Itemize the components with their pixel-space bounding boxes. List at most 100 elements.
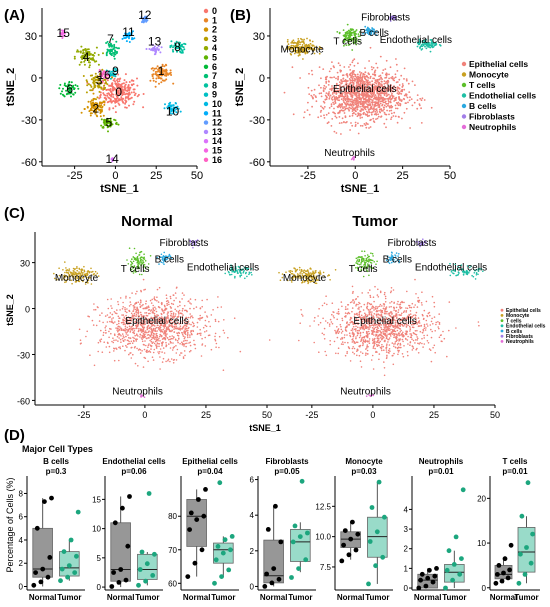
endothelial-point-normal (230, 273, 233, 276)
legend-dot-tcells (461, 82, 467, 88)
tcells-point-normal (126, 259, 128, 261)
celltype-label-tcells-normal: T cells (121, 264, 150, 275)
cluster-0-point (112, 93, 115, 96)
cluster-3-point (91, 74, 94, 77)
epithelial-point-tumor (397, 300, 399, 303)
cluster-6-point (63, 82, 66, 85)
cluster-4-point (80, 56, 83, 59)
epithelial-point-normal (116, 323, 118, 326)
legend-dot-cluster-1 (203, 18, 209, 23)
epithelial-point (363, 75, 366, 78)
cluster-0-point (116, 80, 119, 83)
cluster-0-point (117, 98, 120, 101)
epithelial-point-normal (124, 331, 127, 333)
cluster-3-point (92, 81, 95, 84)
cluster-1-point (154, 80, 157, 83)
epithelial-point-normal (174, 292, 177, 294)
cluster-4-point (83, 63, 86, 66)
cluster-3-point (104, 79, 107, 81)
epithelial-point (354, 124, 357, 126)
x-tick-label: -25 (67, 170, 83, 182)
epithelial-point-tumor (366, 344, 369, 346)
epithelial-point-normal (149, 344, 152, 347)
epithelial-point (367, 76, 370, 79)
epithelial-point-normal (131, 342, 134, 345)
epithelial-point-normal (114, 321, 116, 323)
epithelial-point (369, 103, 372, 106)
epithelial-point-normal (133, 346, 136, 349)
epithelial-point (352, 71, 355, 74)
epithelial-point-normal (142, 343, 145, 346)
cluster-3-point (99, 79, 101, 82)
legend-dot-cluster-13 (203, 129, 209, 135)
epithelial-point-normal (99, 314, 101, 317)
epithelial-point (361, 109, 364, 111)
celltype-label-bcells: B cells (359, 28, 388, 39)
epithelial-point (365, 114, 367, 116)
epithelial-point-normal (170, 307, 173, 309)
epithelial-point (344, 95, 347, 98)
epithelial-point (370, 113, 373, 116)
cluster-10-point (163, 107, 166, 110)
epithelial-point-normal (156, 334, 158, 337)
monocyte-point (301, 40, 304, 43)
cluster-1-point (158, 82, 160, 85)
epithelial-point-tumor (355, 337, 357, 340)
cluster-4-point (87, 59, 90, 62)
epithelial-point-normal (147, 309, 150, 311)
epithelial-point-normal (139, 349, 142, 351)
epithelial-point-normal (144, 331, 146, 334)
epithelial-point (338, 111, 341, 113)
epithelial-point (390, 109, 393, 112)
epithelial-point-tumor (362, 331, 365, 334)
epithelial-point (381, 104, 383, 107)
y-tick-label: 30 (253, 31, 265, 43)
epithelial-point-normal (151, 356, 154, 359)
epithelial-point-normal (186, 339, 188, 342)
monocyte-point-normal (76, 267, 78, 270)
epithelial-point-normal (184, 328, 186, 331)
epithelial-point-normal (168, 303, 170, 306)
epithelial-point-normal (156, 342, 159, 344)
legend-label-cluster-16: 16 (212, 155, 222, 165)
cluster-5-point (102, 121, 105, 124)
cluster-5-point (114, 119, 117, 122)
cluster-1-point (163, 65, 166, 68)
cluster-6-point (58, 87, 61, 90)
epithelial-point-tumor (345, 330, 348, 332)
cluster-3-point (90, 85, 93, 88)
epithelial-point-normal (159, 340, 161, 342)
epithelial-point (351, 114, 354, 117)
epithelial-point-normal (188, 350, 191, 353)
cluster-3-point (94, 75, 97, 78)
cluster-0-point (114, 111, 117, 114)
cluster-13-point (157, 49, 160, 52)
cluster-label-13: 13 (148, 35, 162, 49)
epithelial-point (351, 79, 353, 82)
epithelial-point-tumor (438, 313, 441, 315)
epithelial-point (351, 110, 354, 112)
epithelial-point-normal (143, 333, 145, 336)
cluster-11-point (126, 33, 129, 36)
epithelial-point (378, 108, 381, 111)
epithelial-point-tumor (448, 301, 451, 303)
epithelial-point (420, 122, 423, 124)
x-tick-label: 0 (370, 410, 375, 420)
monocyte-point-normal (65, 267, 67, 269)
epithelial-point-normal (170, 337, 173, 340)
epithelial-point (327, 92, 330, 95)
cluster-10-point (166, 106, 169, 109)
epithelial-point-normal (146, 328, 149, 331)
epithelial-point-tumor (309, 325, 311, 327)
epithelial-point (323, 106, 326, 108)
epithelial-point (332, 65, 335, 68)
epithelial-point (351, 61, 354, 64)
epithelial-point (369, 77, 372, 79)
cluster-6-point (77, 87, 80, 90)
epithelial-point (376, 80, 379, 82)
cluster-7-point (110, 45, 113, 48)
epithelial-point-normal (122, 335, 125, 337)
epithelial-point-normal (183, 331, 186, 334)
epithelial-point (368, 60, 370, 62)
epithelial-point (349, 63, 352, 66)
